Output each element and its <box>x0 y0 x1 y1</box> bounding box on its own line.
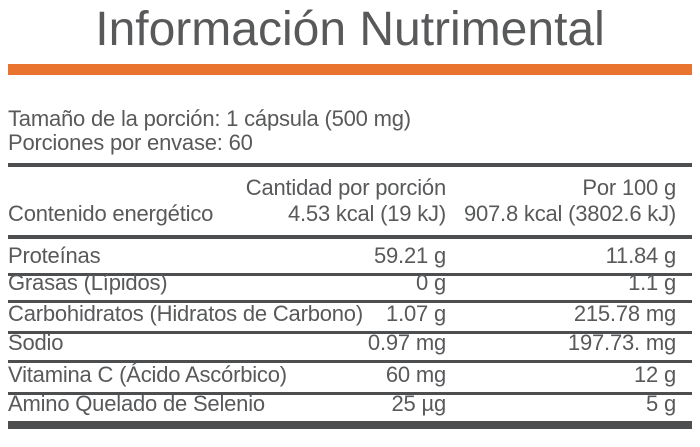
accent-bar <box>8 64 692 75</box>
nutrient-label: Vitamina C (Ácido Ascórbico) <box>8 362 287 387</box>
per-serving-value: 0.97 mg <box>367 330 446 355</box>
nutrient-label: Amino Quelado de Selenio <box>8 391 265 416</box>
nutrient-row-grasas: Grasas (Lípidos) 0 g 1.1 g <box>8 270 692 303</box>
nutrient-label: Carbohidratos (Hidratos de Carbono) <box>8 301 363 326</box>
servings-per-container-line: Porciones por envase: 60 <box>8 130 253 155</box>
per-100g-value: 197.73. mg <box>567 330 676 355</box>
energy-row: Contenido energético 4.53 kcal (19 kJ) 9… <box>8 201 692 229</box>
nutrient-row-sodio: Sodio 0.97 mg 197.73. mg <box>8 330 692 363</box>
page-title: Información Nutrimental <box>95 3 605 56</box>
nutrient-label: Proteínas <box>8 243 101 268</box>
energy-label: Contenido energético <box>8 201 214 226</box>
nutrient-table: Proteínas 59.21 g 11.84 g Grasas (Lípido… <box>8 239 692 424</box>
bottom-bar <box>8 424 692 429</box>
per-100g-value: 5 g <box>646 391 676 416</box>
nutrient-row-vitamina-c: Vitamina C (Ácido Ascórbico) 60 mg 12 g <box>8 362 692 395</box>
per-serving-value: 25 µg <box>391 391 447 416</box>
per-serving-value: 59.21 g <box>373 243 446 268</box>
per-serving-value: 60 mg <box>385 362 446 387</box>
per-100g-value: 11.84 g <box>605 243 677 268</box>
energy-divider <box>8 235 692 239</box>
nutrient-row-proteinas: Proteínas 59.21 g 11.84 g <box>8 239 692 276</box>
nutrient-label: Sodio <box>8 330 64 355</box>
col-header-per-100g: Por 100 g <box>582 175 676 200</box>
table-header: Cantidad por porción Por 100 g <box>8 175 692 201</box>
per-100g-value: 1.1 g <box>628 270 676 295</box>
energy-per-100g-value: 907.8 kcal (3802.6 kJ) <box>463 201 676 226</box>
energy-per-serving-value: 4.53 kcal (19 kJ) <box>287 201 446 226</box>
serving-size-line: Tamaño de la porción: 1 cápsula (500 mg) <box>8 106 411 131</box>
col-header-per-serving: Cantidad por porción <box>245 175 446 200</box>
serving-info: Tamaño de la porción: 1 cápsula (500 mg)… <box>8 107 692 155</box>
per-100g-value: 215.78 mg <box>573 301 676 326</box>
nutrient-row-carbohidratos: Carbohidratos (Hidratos de Carbono) 1.07… <box>8 301 692 334</box>
nutrient-label: Grasas (Lípidos) <box>8 270 168 295</box>
header-divider <box>8 163 692 167</box>
per-100g-value: 12 g <box>633 362 676 387</box>
per-serving-value: 1.07 g <box>386 301 446 326</box>
per-serving-value: 0 g <box>416 270 446 295</box>
nutrient-row-selenio: Amino Quelado de Selenio 25 µg 5 g <box>8 391 692 424</box>
